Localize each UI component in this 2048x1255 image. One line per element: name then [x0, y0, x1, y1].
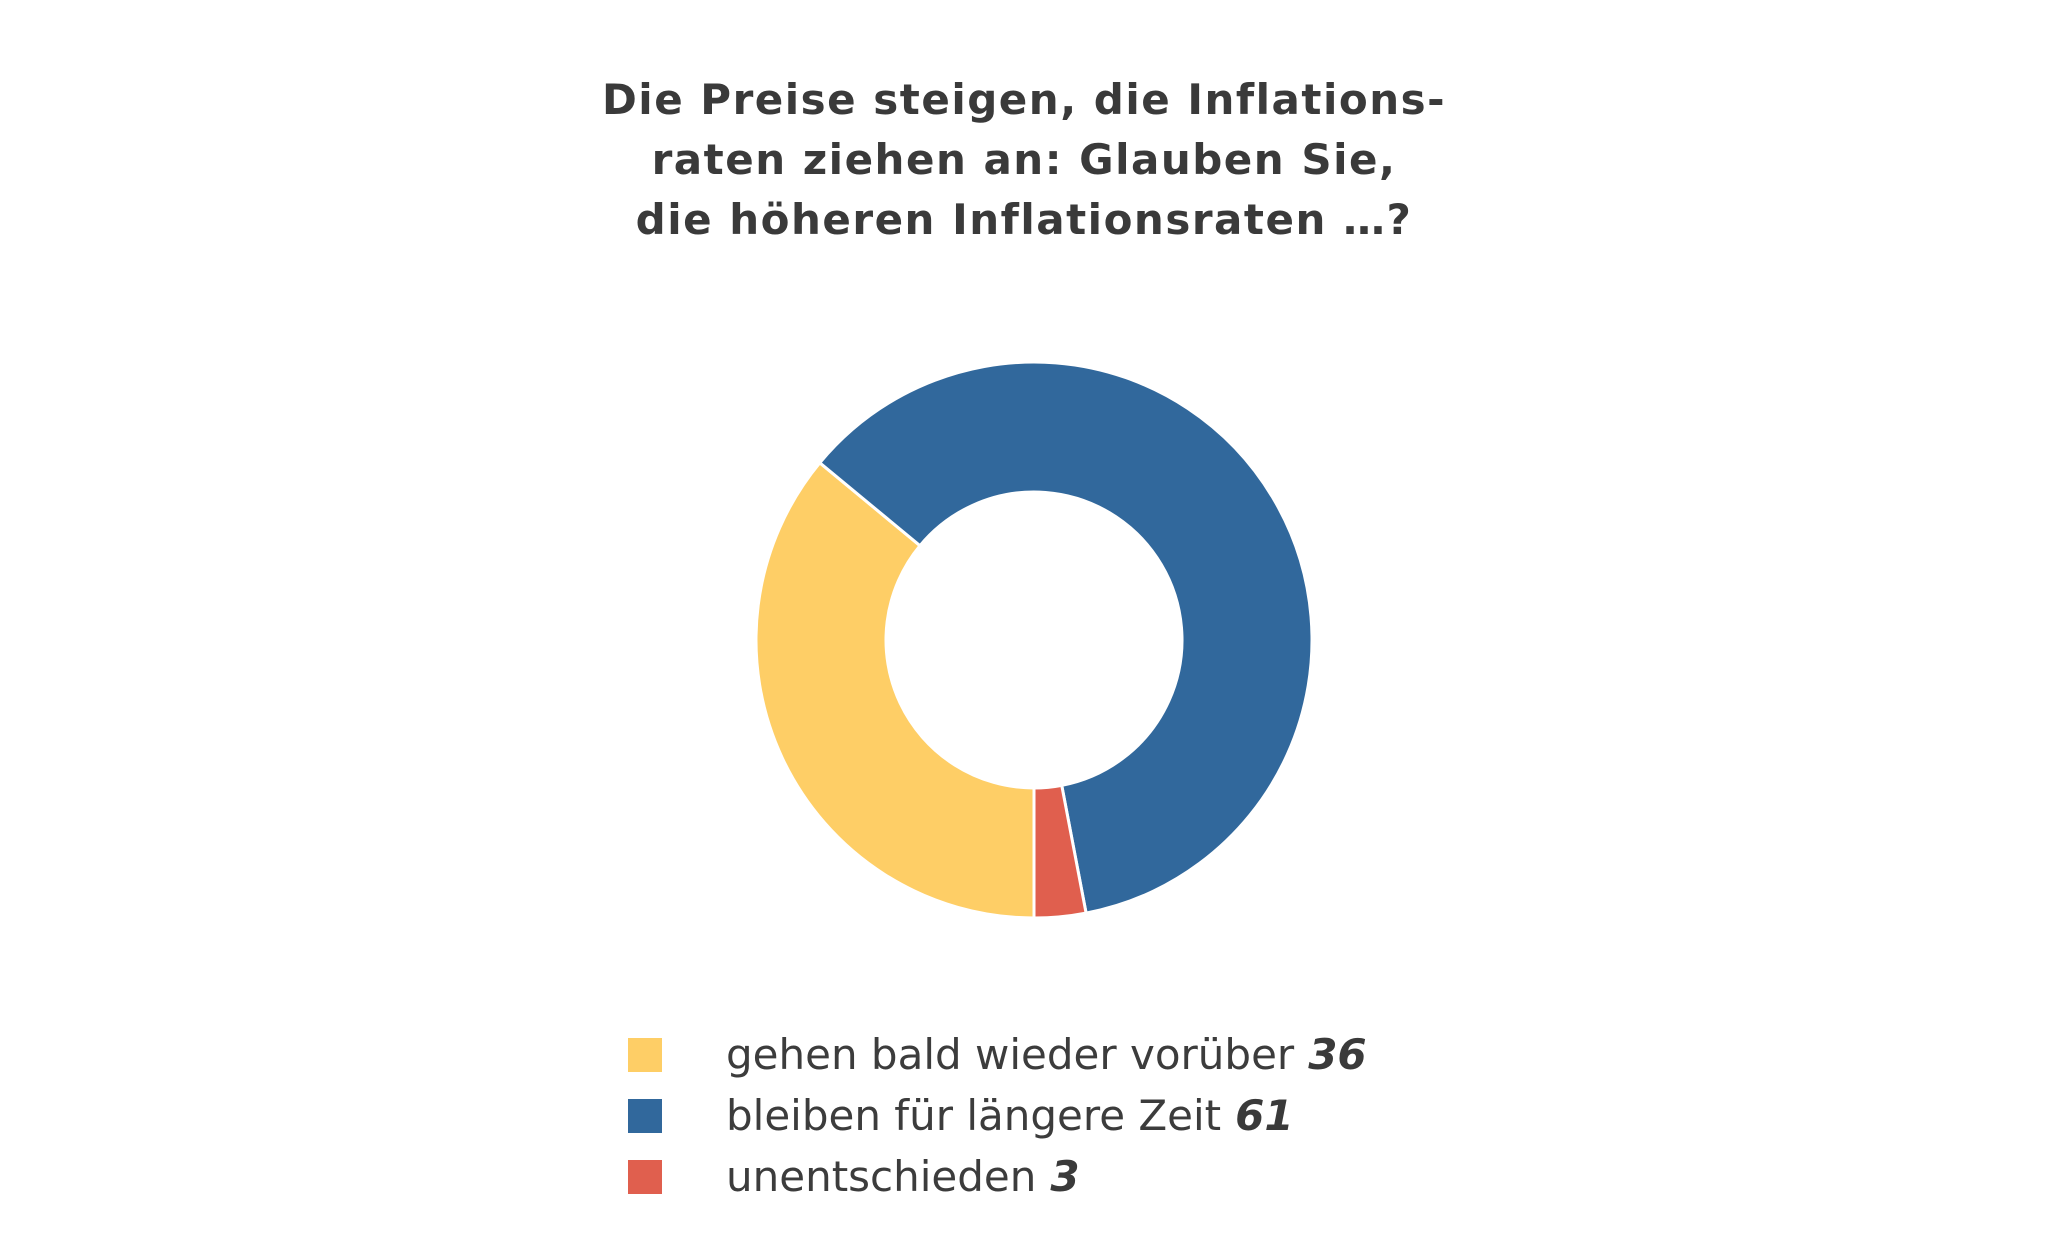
chart-title-line-1: Die Preise steigen, die Inflations- — [601, 75, 1447, 124]
slice-bleiben — [817, 360, 1314, 915]
chart-title-line-3: die höheren Inflationsraten …? — [635, 195, 1413, 244]
legend-value: 36 — [1308, 1030, 1367, 1079]
chart-title: Die Preise steigen, die Inflations- rate… — [0, 70, 2048, 250]
chart-legend: gehen bald wieder vorüber 36 bleiben für… — [628, 1024, 1367, 1207]
legend-label: bleiben für längere Zeit — [726, 1091, 1222, 1140]
legend-swatch — [628, 1037, 662, 1072]
slice-gehen-bald — [754, 460, 1036, 920]
legend-swatch — [628, 1159, 662, 1194]
chart-title-line-2: raten ziehen an: Glauben Sie, — [651, 135, 1397, 184]
legend-item: bleiben für längere Zeit 61 — [628, 1085, 1367, 1146]
legend-item: unentschieden 3 — [628, 1146, 1367, 1207]
legend-item: gehen bald wieder vorüber 36 — [628, 1024, 1367, 1085]
legend-label: unentschieden — [726, 1152, 1037, 1201]
legend-label: gehen bald wieder vorüber — [726, 1030, 1295, 1079]
legend-swatch — [628, 1098, 662, 1133]
legend-value: 61 — [1235, 1091, 1294, 1140]
legend-value: 3 — [1050, 1152, 1080, 1201]
slice-unentschieden — [1032, 783, 1088, 920]
